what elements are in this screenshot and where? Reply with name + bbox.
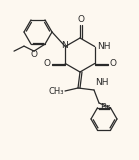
Text: O: O [43, 59, 50, 68]
Text: NH: NH [97, 42, 110, 51]
Text: CH₃: CH₃ [49, 87, 64, 96]
Text: O: O [30, 50, 38, 59]
Text: Br: Br [100, 103, 110, 112]
Text: O: O [110, 59, 117, 68]
Text: O: O [78, 15, 85, 24]
Text: NH: NH [95, 78, 109, 87]
Text: N: N [61, 41, 68, 50]
